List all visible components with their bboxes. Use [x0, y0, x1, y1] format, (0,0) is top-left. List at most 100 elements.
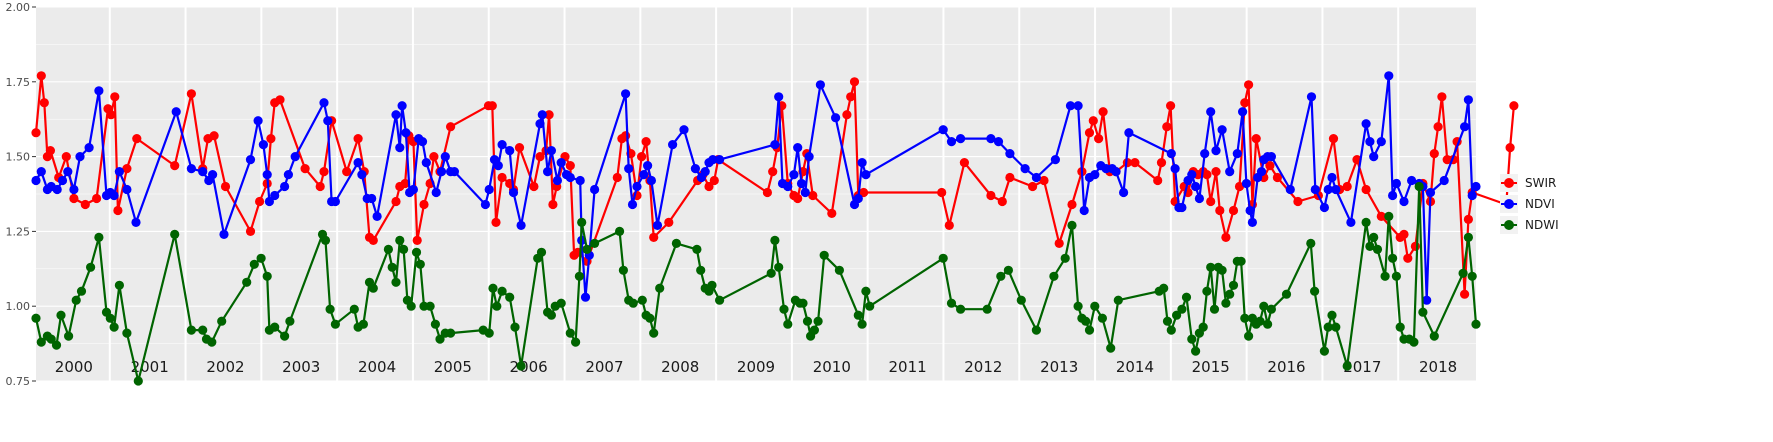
data-point-ndwi [1467, 271, 1477, 281]
data-point-ndwi [256, 253, 266, 263]
data-point-ndwi [1090, 301, 1100, 311]
data-point-swir [937, 187, 947, 198]
data-point-ndwi [358, 319, 368, 329]
data-point-swir [220, 181, 231, 192]
data-point-ndwi [415, 259, 425, 269]
data-point-ndvi [690, 164, 701, 174]
data-point-ndwi [809, 325, 820, 335]
year-label: 2006 [510, 358, 548, 376]
data-point-ndwi [1236, 256, 1246, 266]
data-point-ndwi [865, 301, 875, 311]
data-point-ndvi [1460, 122, 1470, 132]
data-point-ndwi [516, 361, 526, 371]
data-point-swir [704, 181, 714, 192]
data-point-ndvi [1391, 178, 1401, 189]
data-point-swir [1005, 172, 1015, 183]
data-point-ndvi [449, 167, 459, 177]
data-point-ndwi [1388, 253, 1398, 263]
data-point-swir [846, 92, 856, 102]
year-label: 2012 [964, 358, 1002, 376]
data-point-ndvi [1050, 155, 1060, 165]
data-point-swir [391, 196, 401, 207]
data-point-swir [1206, 196, 1216, 207]
data-point-ndwi [1202, 286, 1212, 296]
data-point-ndwi [1209, 304, 1220, 314]
data-point-ndwi [186, 325, 196, 335]
data-point-ndvi [1166, 149, 1176, 159]
data-point-ndvi [853, 193, 863, 204]
data-point-ndwi [387, 262, 397, 272]
data-point-ndvi [646, 175, 657, 186]
data-point-swir [446, 122, 456, 132]
data-point-ndwi [1361, 217, 1371, 227]
data-point-ndvi [556, 158, 566, 168]
data-point-ndwi [1097, 313, 1107, 323]
data-point-ndwi [198, 325, 208, 335]
data-point-swir [487, 101, 497, 111]
data-point-ndwi [834, 265, 845, 275]
data-point-ndwi [649, 328, 659, 338]
data-point-ndvi [590, 184, 600, 195]
data-point-ndvi [624, 164, 634, 174]
y-tick-label: 1.25 [6, 225, 31, 238]
data-point-swir [300, 164, 310, 174]
data-point-ndwi [505, 292, 515, 302]
data-point-ndvi [831, 113, 841, 123]
data-point-ndwi [1244, 331, 1254, 341]
data-point-swir [762, 187, 773, 198]
data-point-ndwi [71, 295, 81, 305]
data-point-ndvi [774, 92, 784, 102]
data-point-ndwi [1365, 241, 1375, 251]
data-point-ndvi [1206, 107, 1216, 117]
data-point-swir [1130, 158, 1140, 168]
data-point-ndvi [290, 152, 300, 162]
data-point-ndvi [505, 146, 515, 156]
data-point-ndwi [628, 298, 638, 308]
data-point-ndwi [76, 286, 87, 296]
data-point-swir [209, 131, 219, 141]
data-point-ndvi [1170, 164, 1180, 174]
data-point-ndwi [770, 235, 780, 245]
data-point-ndvi [986, 134, 996, 144]
data-point-swir [1509, 101, 1519, 111]
data-point-ndwi [1181, 292, 1192, 302]
data-point-swir [1437, 92, 1447, 102]
data-point-ndwi [325, 304, 335, 314]
data-point-ndwi [217, 316, 227, 326]
data-point-swir [1166, 101, 1176, 111]
data-point-swir [170, 161, 180, 171]
data-point-ndvi [1285, 184, 1295, 195]
data-point-ndwi [1391, 271, 1401, 281]
data-point-ndvi [537, 110, 547, 120]
data-point-ndwi [798, 298, 808, 308]
data-point-ndvi [1346, 217, 1356, 227]
data-point-swir [1251, 134, 1261, 144]
data-point-ndwi [1206, 262, 1216, 272]
data-point-ndvi [52, 184, 62, 195]
year-label: 2009 [737, 358, 775, 376]
data-series [31, 71, 1519, 386]
data-point-swir [39, 98, 49, 108]
data-point-ndwi [707, 280, 717, 290]
data-point-swir [491, 217, 501, 227]
data-point-ndvi [408, 184, 418, 195]
data-point-swir [429, 152, 439, 162]
y-tick-label: 1.75 [6, 76, 31, 89]
data-point-ndwi [861, 286, 871, 296]
data-point-ndvi [1241, 178, 1251, 189]
data-point-swir [1228, 205, 1239, 216]
data-point-ndvi [84, 143, 94, 153]
data-point-ndwi [1081, 316, 1091, 326]
data-point-ndvi [264, 196, 274, 207]
data-point-ndwi [1106, 343, 1116, 353]
data-point-ndvi [1384, 71, 1394, 81]
data-point-ndwi [285, 316, 295, 326]
data-point-swir [1429, 149, 1439, 159]
data-point-swir [1215, 205, 1225, 216]
data-point-swir [849, 77, 860, 87]
data-point-ndwi [1060, 253, 1070, 263]
data-point-ndwi [802, 316, 813, 326]
data-point-ndwi [51, 340, 62, 350]
data-point-ndvi [391, 110, 401, 120]
